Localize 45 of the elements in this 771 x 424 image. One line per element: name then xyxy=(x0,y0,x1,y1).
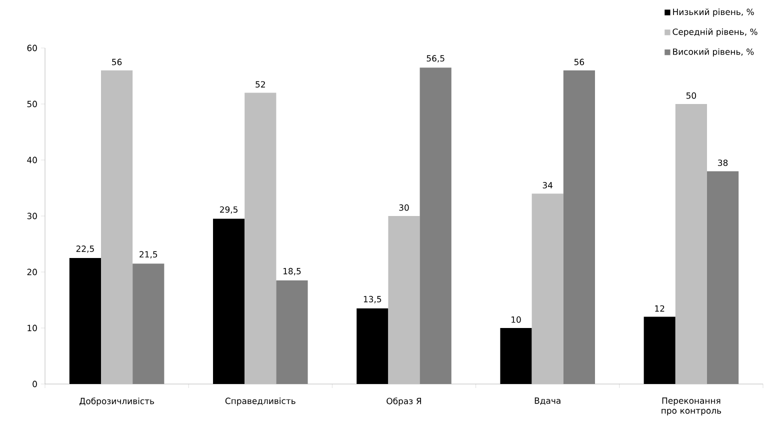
data-label: 52 xyxy=(256,81,265,88)
data-label: 30 xyxy=(399,204,409,211)
legend-label: Високий рівень, % xyxy=(673,48,754,57)
data-label: 56 xyxy=(574,58,584,66)
bar xyxy=(500,328,532,384)
bar xyxy=(532,194,564,384)
x-tick-label: Доброзичливість xyxy=(80,398,154,406)
x-tick-label: Вдача xyxy=(534,398,560,405)
bar xyxy=(388,216,420,384)
bar xyxy=(244,92,276,384)
y-tick-label: 60 xyxy=(27,44,37,52)
data-label: 50 xyxy=(686,92,696,99)
x-tick-label: Переконання про контроль xyxy=(662,398,722,416)
data-label: 10 xyxy=(512,316,521,323)
data-label: 56 xyxy=(112,58,122,66)
data-label: 56,5 xyxy=(426,55,444,62)
data-label: 34 xyxy=(542,182,553,188)
bar xyxy=(675,104,707,384)
x-tick-label: Образ Я xyxy=(386,398,421,406)
bar xyxy=(420,68,452,384)
data-label: 29,5 xyxy=(220,206,238,214)
data-label: 13,5 xyxy=(364,296,382,304)
data-label: 21,5 xyxy=(140,251,158,258)
data-label: 22,5 xyxy=(76,246,94,253)
legend-label: Середній рівень, % xyxy=(672,28,758,37)
bar xyxy=(69,258,102,384)
bar xyxy=(644,316,676,384)
x-tick-label: Справедливість xyxy=(225,398,296,406)
bar xyxy=(356,308,388,384)
data-label: 18,5 xyxy=(284,268,301,276)
data-label: 12 xyxy=(655,305,664,312)
y-tick-label: 20 xyxy=(27,268,37,276)
data-label: 38 xyxy=(718,160,728,166)
bar xyxy=(101,70,133,384)
bar xyxy=(276,280,308,384)
bar xyxy=(213,218,245,384)
y-tick-label: 10 xyxy=(28,324,37,332)
y-tick-label: 40 xyxy=(27,156,37,164)
y-tick-label: 0 xyxy=(32,380,37,388)
y-tick-label: 50 xyxy=(27,100,37,108)
bar xyxy=(132,264,164,384)
bar xyxy=(563,70,595,384)
y-tick-label: 30 xyxy=(27,212,37,220)
bar xyxy=(707,171,739,384)
legend-label: Низький рівень, % xyxy=(673,8,754,17)
